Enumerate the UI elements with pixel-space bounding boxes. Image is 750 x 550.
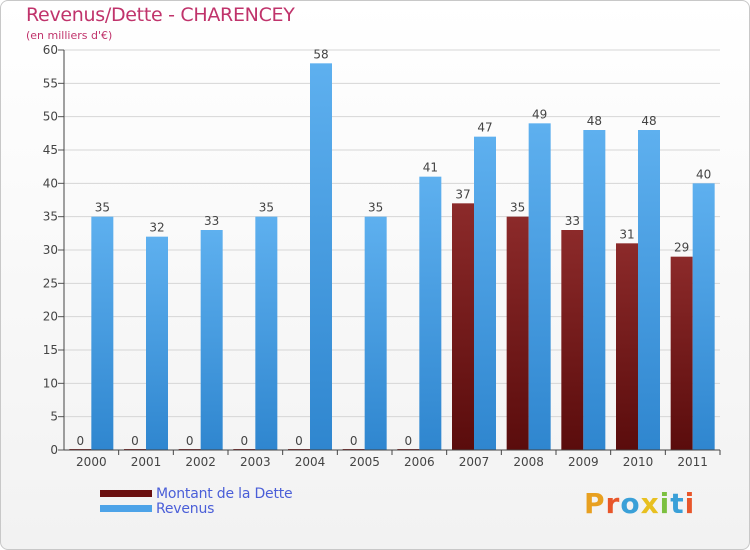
revenue-bar [364,216,387,450]
x-tick-label: 2009 [568,455,599,469]
revenue-value-label: 41 [423,161,438,175]
debt-bar [616,243,638,450]
legend-label-debt: Montant de la Dette [156,485,293,502]
x-tick-label: 2006 [404,455,435,469]
x-tick-label: 2003 [240,455,271,469]
proxiti-logo: Proxiti [584,487,696,520]
y-tick-label: 30 [43,243,58,257]
y-tick-label: 35 [43,210,58,224]
x-tick-label: 2000 [76,455,107,469]
revenue-bar [528,123,551,450]
y-tick-label: 10 [43,376,58,390]
x-tick-label: 2002 [185,455,216,469]
revenue-bar [692,183,715,451]
x-tick-label: 2011 [677,455,708,469]
x-tick-label: 2008 [513,455,544,469]
chart-subtitle: (en milliers d'€) [26,29,113,42]
revenue-value-label: 40 [696,167,711,181]
revenue-bar [419,176,442,450]
debt-value-label: 33 [565,214,580,228]
debt-value-label: 0 [350,434,358,448]
revenue-value-label: 33 [204,214,219,228]
debt-value-label: 0 [241,434,249,448]
revenue-value-label: 58 [313,47,328,61]
debt-value-label: 0 [131,434,139,448]
y-tick-label: 15 [43,343,58,357]
chart-title: Revenus/Dette - CHARENCEY [26,4,295,26]
legend-item-debt: Montant de la Dette [100,485,293,502]
legend: Montant de la Dette Revenus [100,485,293,517]
y-tick-label: 20 [43,310,58,324]
revenue-bar [146,236,168,450]
x-tick-label: 2004 [295,455,326,469]
y-tick-label: 45 [43,143,58,157]
revenue-bar [255,216,278,450]
revenue-bar [200,230,223,450]
y-tick-label: 50 [43,110,58,124]
debt-value-label: 37 [455,187,470,201]
y-tick-label: 25 [43,276,58,290]
revenue-value-label: 32 [149,221,164,235]
revenue-bar [91,216,114,450]
y-tick-label: 40 [43,176,58,190]
revenue-bar [638,130,660,450]
revenue-value-label: 35 [259,201,274,215]
debt-value-label: 0 [295,434,303,448]
debt-bar [670,256,693,450]
debt-value-label: 31 [619,227,634,241]
revenue-bar [583,130,606,450]
debt-bar [506,216,529,450]
x-tick-label: 2007 [459,455,490,469]
revenue-value-label: 35 [95,201,110,215]
revenue-value-label: 35 [368,201,383,215]
revenue-bar [310,63,332,450]
debt-value-label: 29 [674,241,689,255]
revenue-value-label: 49 [532,107,547,121]
debt-value-label: 0 [186,434,194,448]
y-tick-label: 60 [43,43,58,57]
legend-item-revenue: Revenus [100,500,292,517]
revenue-value-label: 48 [641,114,656,128]
debt-value-label: 35 [510,201,525,215]
debt-bar [561,230,584,450]
debt-value-label: 0 [405,434,413,448]
legend-label-revenue: Revenus [156,500,215,517]
y-tick-label: 55 [43,76,58,90]
legend-swatch-revenue [100,505,152,512]
revenue-bar [474,136,496,450]
x-tick-label: 2005 [349,455,380,469]
debt-bar [452,203,474,450]
x-tick-label: 2001 [131,455,162,469]
x-tick-label: 2010 [623,455,654,469]
y-tick-label: 0 [50,443,58,457]
y-tick-label: 5 [50,410,58,424]
revenue-value-label: 48 [587,114,602,128]
revenue-value-label: 47 [477,121,492,135]
debt-value-label: 0 [77,434,85,448]
legend-swatch-debt [100,490,152,497]
